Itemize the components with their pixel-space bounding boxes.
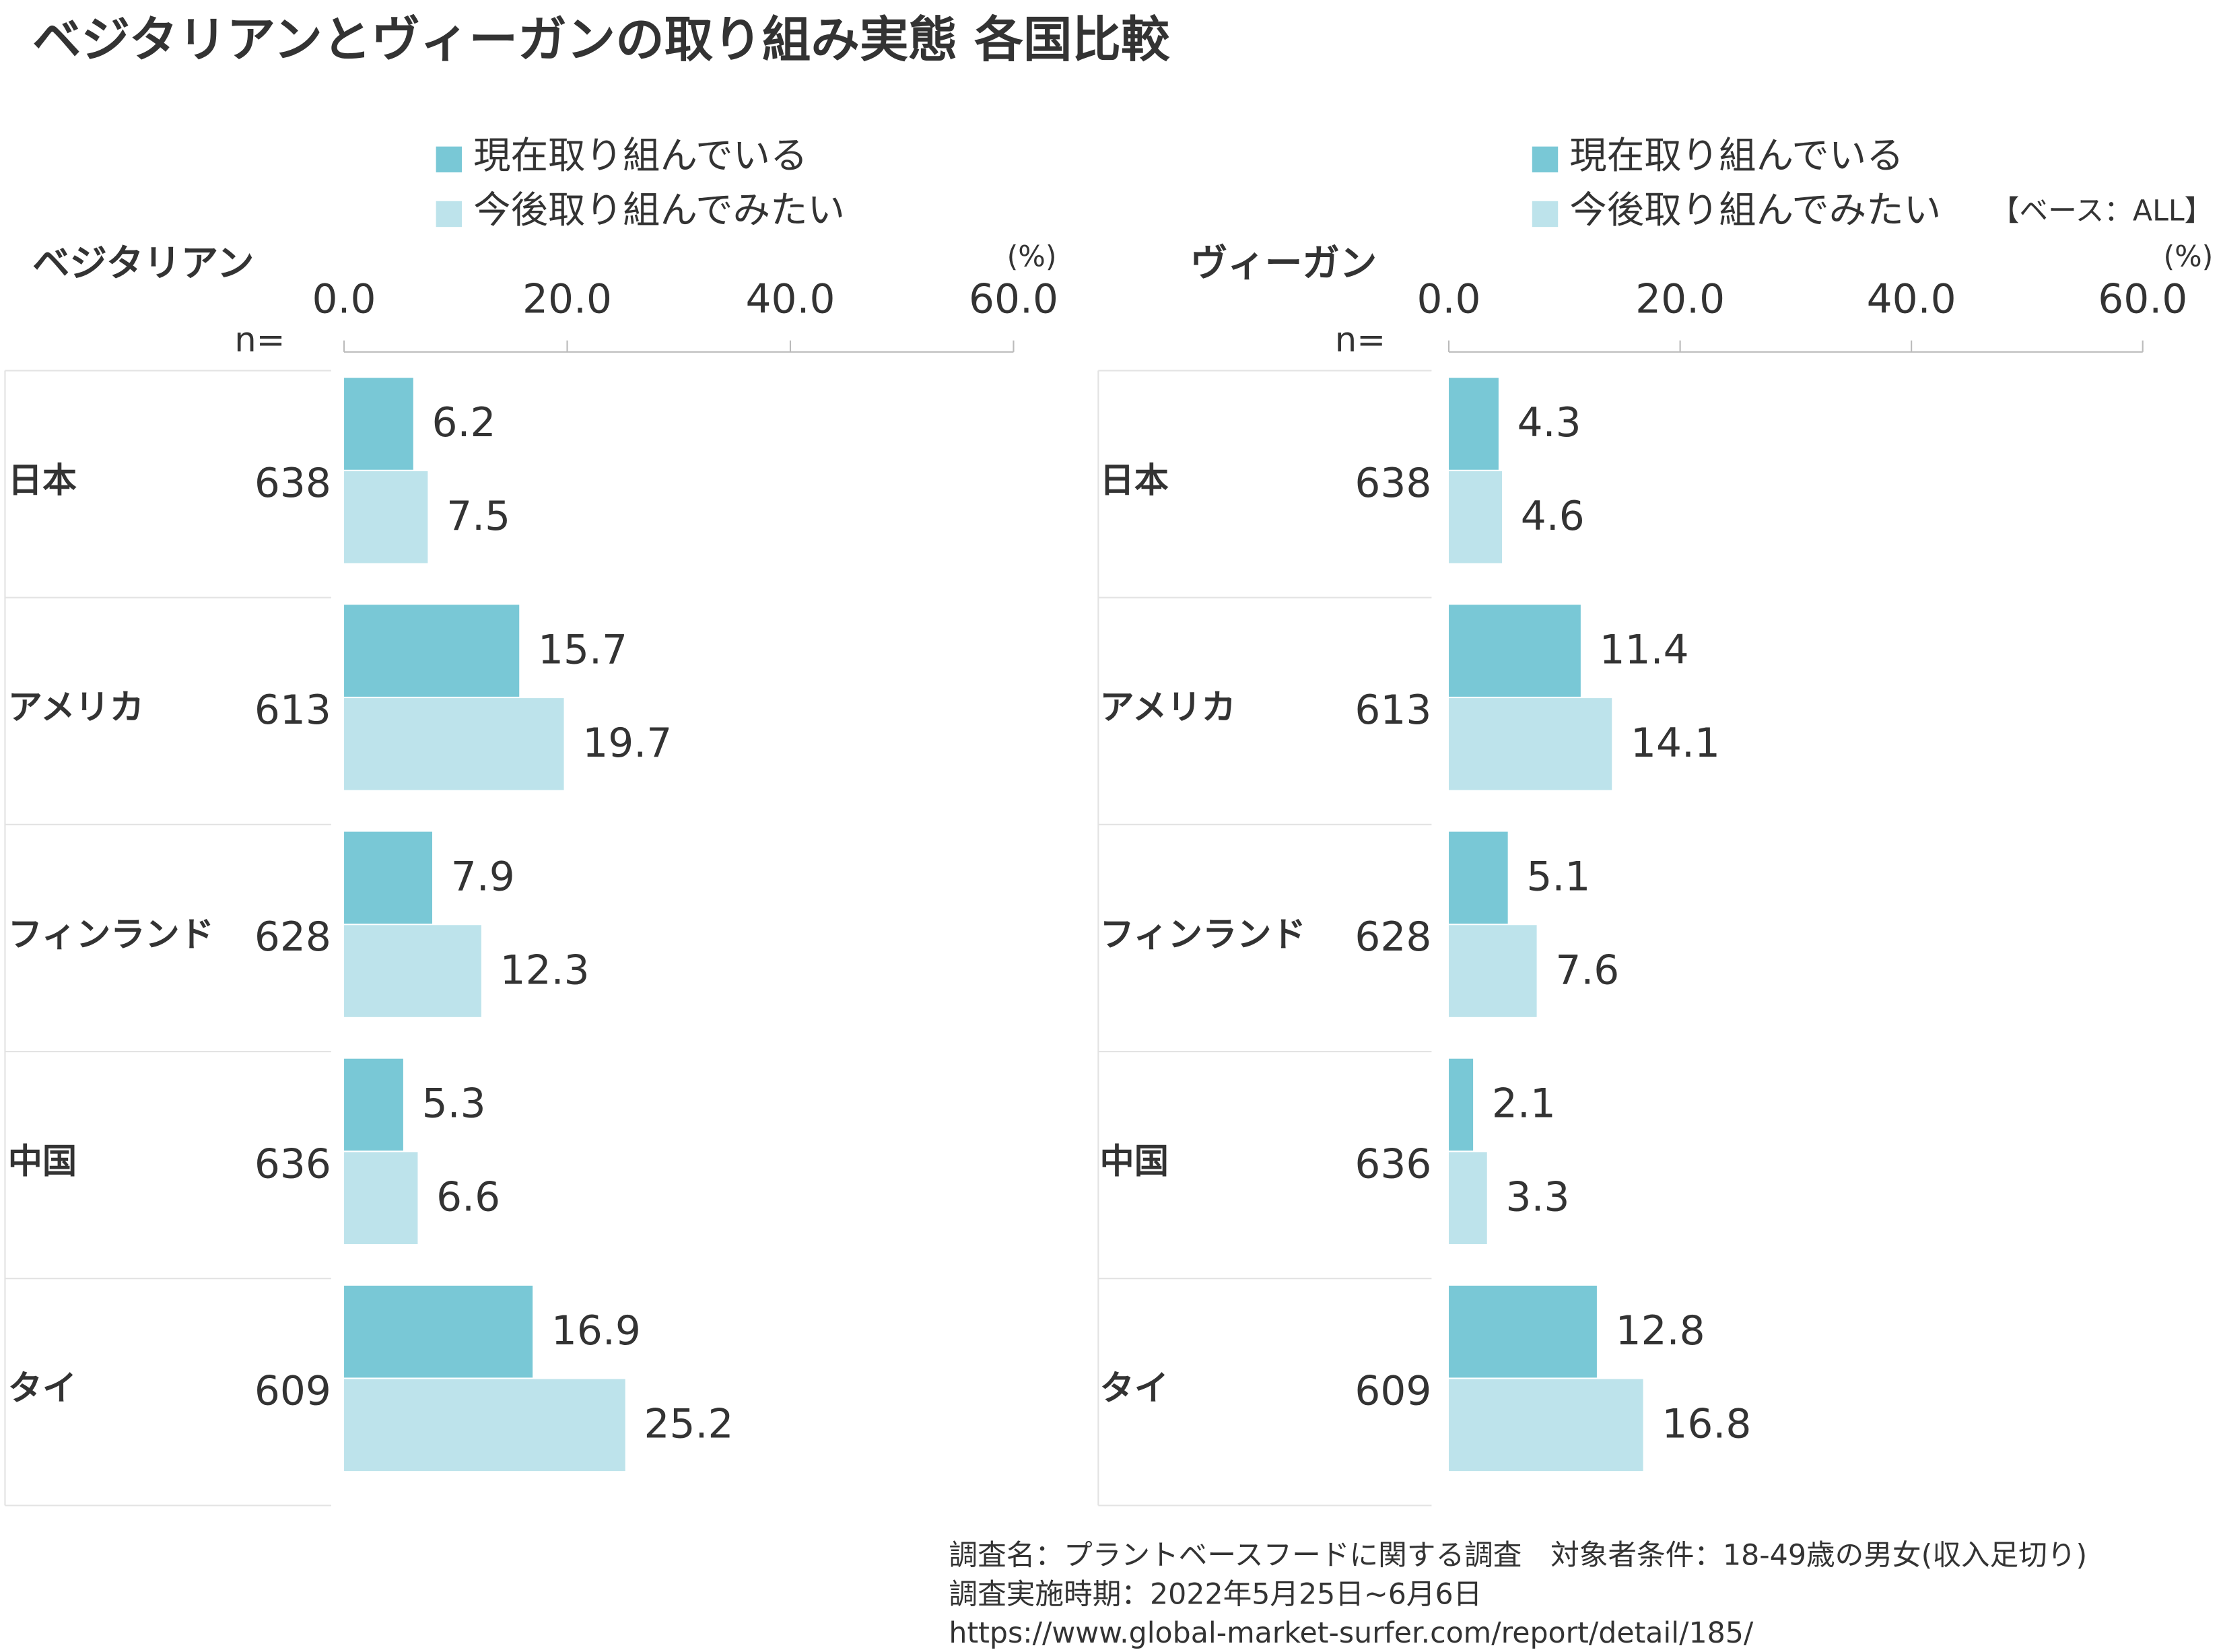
- x-tick-label: 40.0: [745, 277, 835, 323]
- bar: [1449, 1152, 1487, 1244]
- x-tick-label: 20.0: [1635, 277, 1725, 323]
- data-label: 25.2: [644, 1402, 733, 1448]
- data-label: 12.3: [500, 947, 590, 994]
- n-value: 636: [254, 1141, 331, 1188]
- page-title: ベジタリアンとヴィーガンの取り組み実態 各国比較: [32, 12, 1170, 69]
- category-label: タイ: [8, 1369, 77, 1409]
- data-label: 6.2: [432, 400, 496, 446]
- legend-swatch: [1532, 201, 1559, 228]
- data-label: 5.3: [422, 1081, 486, 1128]
- bar: [1449, 1379, 1643, 1472]
- x-tick-label: 20.0: [522, 277, 612, 323]
- data-label: 19.7: [582, 720, 672, 767]
- x-tick-label: 0.0: [312, 277, 376, 323]
- unit-label: (%): [2163, 240, 2213, 274]
- n-value: 638: [254, 460, 331, 507]
- category-label: アメリカ: [8, 687, 144, 728]
- unit-label: (%): [1007, 240, 1057, 274]
- data-label: 11.4: [1600, 627, 1689, 673]
- legend-label: 現在取り組んでいる: [473, 135, 807, 178]
- category-label: 中国: [1099, 1141, 1168, 1181]
- n-label: n=: [1335, 320, 1386, 360]
- legend-label: 今後取り組んでみたい: [473, 189, 845, 232]
- bar: [344, 831, 432, 924]
- note: 調査名：プラントベースフードに関する調査 対象者条件：18-49歳の男女(収入足…: [949, 1539, 2087, 1573]
- x-tick-label: 60.0: [969, 277, 1058, 323]
- data-label: 5.1: [1526, 854, 1590, 901]
- bar: [344, 605, 520, 697]
- bar: [1449, 831, 1508, 924]
- n-value: 628: [1355, 914, 1431, 961]
- category-label: 中国: [8, 1141, 77, 1181]
- n-value: 609: [1355, 1368, 1431, 1414]
- n-value: 638: [1355, 460, 1431, 507]
- data-label: 3.3: [1505, 1174, 1569, 1220]
- legend-swatch: [436, 146, 463, 173]
- category-label: アメリカ: [1099, 687, 1235, 728]
- data-label: 6.6: [436, 1174, 500, 1220]
- data-label: 7.9: [451, 854, 515, 901]
- n-value: 628: [254, 914, 331, 961]
- category-label: 日本: [8, 460, 77, 501]
- data-label: 7.5: [446, 493, 510, 540]
- category-label: フィンランド: [1099, 914, 1305, 955]
- legend-swatch: [1532, 146, 1559, 173]
- bar: [344, 1152, 418, 1244]
- note: 調査実施時期：2022年5月25日~6月6日: [949, 1577, 1482, 1611]
- bar: [1449, 1285, 1597, 1378]
- data-label: 12.8: [1616, 1308, 1705, 1354]
- bar: [1449, 925, 1537, 1017]
- bar: [1449, 605, 1581, 697]
- legend-label: 現在取り組んでいる: [1569, 135, 1903, 178]
- n-value: 636: [1355, 1141, 1431, 1188]
- bar: [344, 1058, 403, 1151]
- n-value: 613: [254, 687, 331, 734]
- bar: [1449, 378, 1499, 470]
- category-label: 日本: [1099, 460, 1168, 501]
- x-tick-label: 60.0: [2098, 277, 2187, 323]
- data-label: 16.9: [551, 1308, 641, 1354]
- bar: [344, 378, 413, 470]
- base-note: 【ベース：ALL】: [1991, 194, 2214, 228]
- data-label: 2.1: [1492, 1081, 1556, 1128]
- note: https://www.global-market-surfer.com/rep…: [949, 1616, 1754, 1650]
- chart-title: ベジタリアン: [32, 242, 254, 285]
- data-label: 14.1: [1631, 720, 1720, 767]
- category-label: タイ: [1099, 1369, 1168, 1409]
- bar: [1449, 471, 1503, 563]
- data-label: 4.3: [1517, 400, 1581, 446]
- legend-label: 今後取り組んでみたい: [1569, 189, 1941, 232]
- bar: [344, 925, 481, 1017]
- data-label: 7.6: [1555, 947, 1619, 994]
- bar: [344, 471, 428, 563]
- n-label: n=: [234, 320, 285, 360]
- data-label: 16.8: [1662, 1402, 1751, 1448]
- bar: [344, 1379, 625, 1472]
- bar: [344, 698, 564, 790]
- bar: [1449, 1058, 1474, 1151]
- data-label: 4.6: [1521, 493, 1585, 540]
- data-label: 15.7: [538, 627, 627, 673]
- legend-swatch: [436, 201, 463, 228]
- bar: [344, 1285, 533, 1378]
- x-tick-label: 40.0: [1867, 277, 1956, 323]
- category-label: フィンランド: [8, 914, 214, 955]
- n-value: 609: [254, 1368, 331, 1414]
- n-value: 613: [1355, 687, 1431, 734]
- bar: [1449, 698, 1612, 790]
- chart-title: ヴィーガン: [1190, 242, 1377, 285]
- x-tick-label: 0.0: [1417, 277, 1481, 323]
